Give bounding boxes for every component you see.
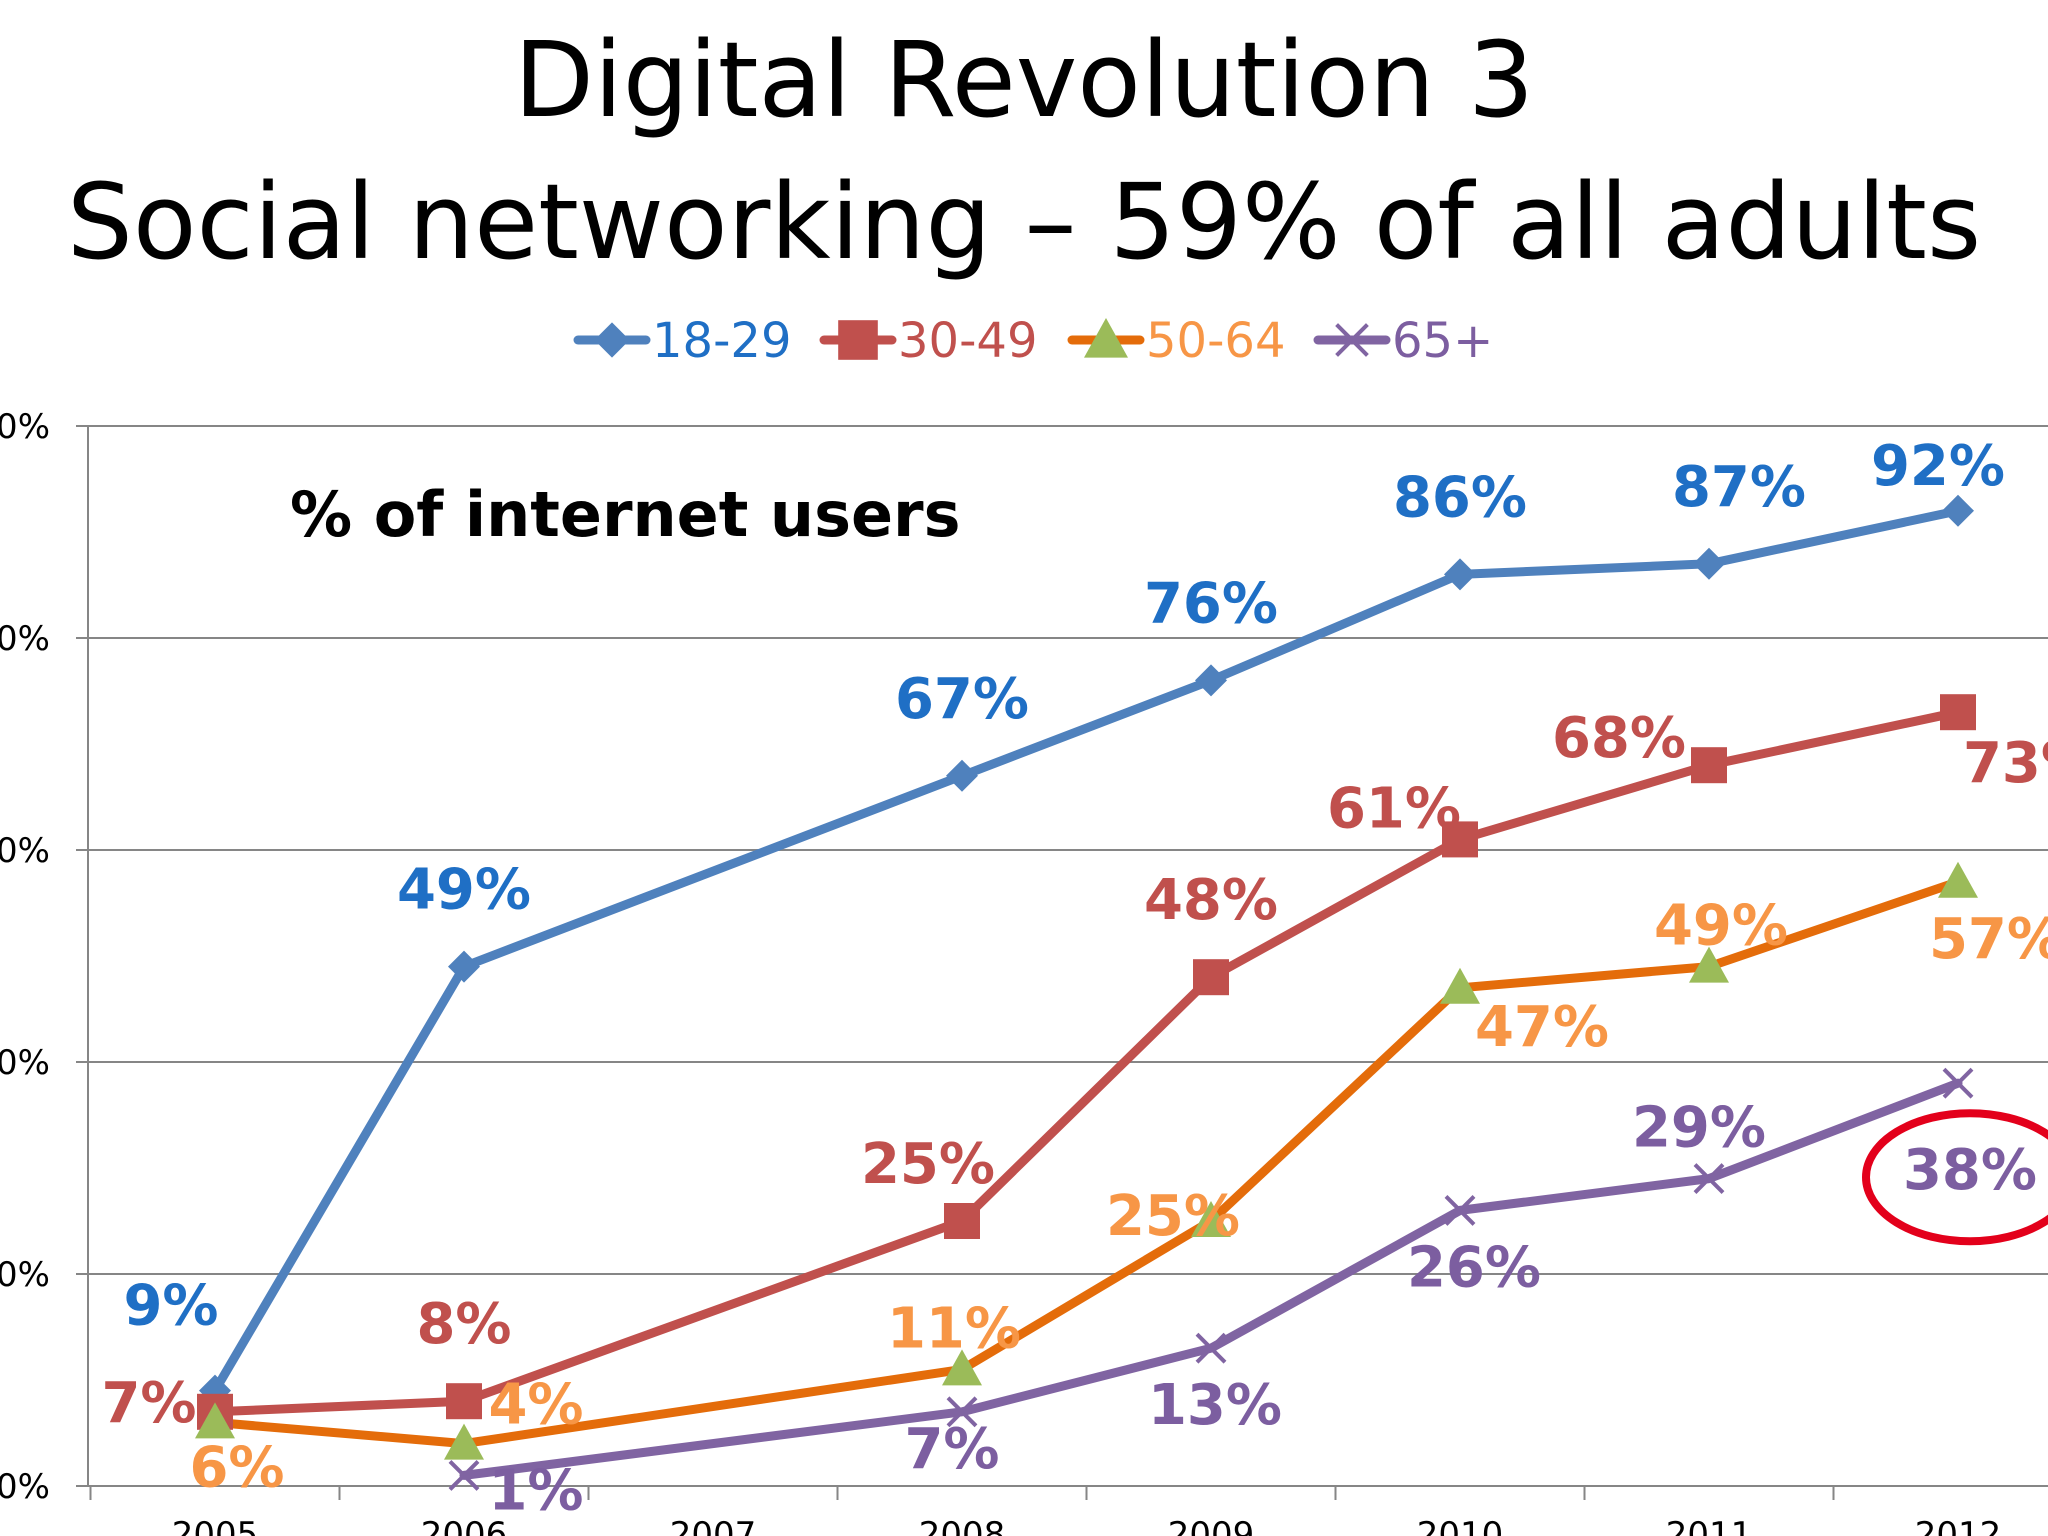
triangle-marker (942, 1349, 982, 1386)
triangle-marker (444, 1423, 484, 1460)
data-label: 86% (1393, 465, 1527, 530)
x-tick-label: 2010 (1417, 1515, 1504, 1536)
y-tick-label: 80% (0, 619, 50, 659)
legend: 18-29 30-49 50-64 65+ (573, 313, 1493, 369)
x-tick-label: 2009 (1168, 1515, 1255, 1536)
data-label: 87% (1672, 455, 1806, 520)
triangle-marker (1440, 967, 1480, 1004)
chart-annotation: % of internet users (290, 478, 961, 551)
data-label: 11% (887, 1296, 1021, 1361)
data-label: 25% (861, 1132, 995, 1197)
diamond-marker (946, 759, 978, 792)
x-marker (1942, 1067, 1974, 1099)
data-label: 49% (397, 858, 531, 923)
triangle-marker (195, 1402, 235, 1439)
x-marker (1444, 1194, 1476, 1226)
legend-label-50-64: 50-64 (1146, 313, 1285, 369)
data-label: 49% (1654, 894, 1788, 959)
triangle-marker (1689, 946, 1729, 983)
data-labels: 9% 49% 67% 76% 86% 87% 92% 7% 8% 25% 48% 61% 68% 73% 6… (101, 434, 2048, 1523)
square-marker (1193, 959, 1229, 996)
triangle-marker (1938, 861, 1978, 898)
title-line-1: Digital Revolution 3 (513, 19, 1535, 141)
data-label: 68% (1552, 706, 1686, 771)
y-tick-label: 40% (0, 1043, 50, 1083)
axes: 0% 20% 40% 60% 80% 100% 2005 2006 2007 2008 2009 20… (0, 407, 2048, 1536)
data-label: 47% (1475, 995, 1609, 1060)
data-label: 13% (1148, 1373, 1282, 1438)
gridlines (88, 425, 2048, 1275)
y-tick-label: 100% (0, 407, 50, 447)
title-line-2: Social networking – 59% of all adults (66, 161, 1982, 283)
data-label: 73% (1963, 731, 2048, 796)
diamond-marker (1444, 558, 1476, 591)
y-tick-label: 60% (0, 831, 50, 871)
square-marker (446, 1383, 482, 1420)
x-tick-label: 2012 (1915, 1515, 2002, 1536)
y-tick-label: 20% (0, 1255, 50, 1295)
data-label: 1% (488, 1458, 583, 1523)
data-label: 25% (1106, 1184, 1240, 1249)
x-marker (1693, 1163, 1725, 1195)
legend-label-18-29: 18-29 (652, 313, 791, 369)
highlight-ring (1862, 1109, 2048, 1246)
square-marker (1442, 821, 1478, 858)
data-label: 61% (1327, 776, 1461, 841)
x-marker (448, 1459, 480, 1491)
triangle-marker (1084, 318, 1128, 358)
data-label: 48% (1144, 868, 1278, 933)
x-marker (946, 1396, 978, 1428)
data-label: 4% (488, 1373, 583, 1438)
diamond-marker (448, 950, 480, 983)
data-label: 57% (1929, 907, 2048, 972)
data-label: 67% (895, 667, 1029, 732)
diamond-marker (594, 322, 630, 358)
x-tick-label: 2006 (421, 1515, 508, 1536)
x-marker (1335, 323, 1369, 357)
triangle-marker (1191, 1201, 1231, 1237)
data-label: 26% (1407, 1235, 1541, 1300)
data-label: 6% (189, 1435, 284, 1500)
y-tick-label: 0% (0, 1467, 50, 1507)
square-marker (838, 320, 878, 360)
square-marker (1691, 747, 1727, 784)
square-marker (944, 1203, 980, 1239)
x-tick-label: 2007 (670, 1515, 757, 1536)
data-label: 76% (1144, 571, 1278, 636)
data-label: 9% (123, 1274, 218, 1339)
series-line-65+ (459, 1078, 1963, 1480)
x-tick-label: 2005 (172, 1515, 259, 1536)
data-label: 38% (1903, 1138, 2037, 1203)
x-tick-label: 2011 (1666, 1515, 1753, 1536)
diamond-marker (1942, 494, 1974, 527)
x-tick-label: 2008 (919, 1515, 1006, 1536)
series-markers (195, 494, 1978, 1491)
square-marker (1940, 694, 1976, 731)
legend-label-30-49: 30-49 (898, 313, 1037, 369)
diamond-marker (1195, 664, 1227, 697)
data-label: 8% (416, 1292, 511, 1357)
diamond-marker (1693, 547, 1725, 580)
data-label: 7% (904, 1417, 999, 1482)
legend-label-65+: 65+ (1392, 313, 1493, 369)
data-label: 29% (1632, 1096, 1766, 1161)
x-marker (1195, 1332, 1227, 1364)
data-label: 7% (101, 1371, 196, 1436)
data-label: 92% (1871, 434, 2005, 499)
